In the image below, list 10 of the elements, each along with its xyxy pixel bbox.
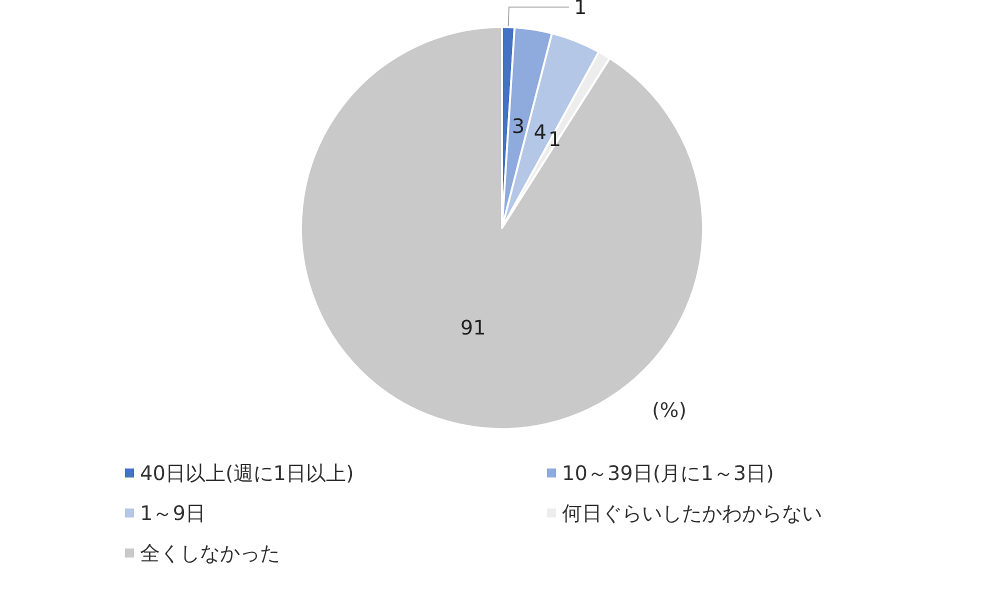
text: (%) [652, 398, 687, 422]
legend-label: 1～9日 [140, 501, 206, 525]
legend-label: 何日ぐらいしたかわからない [562, 501, 822, 525]
legend-label: 全くしなかった [140, 541, 280, 565]
data-label: 4 [534, 120, 546, 144]
data-label: 3 [512, 114, 525, 138]
legend-label: 40日以上(週に1日以上) [140, 461, 354, 485]
legend-label: 10～39日(月に1～3日) [562, 461, 774, 485]
data-label: 1 [548, 126, 562, 151]
data-label: 91 [460, 315, 486, 340]
